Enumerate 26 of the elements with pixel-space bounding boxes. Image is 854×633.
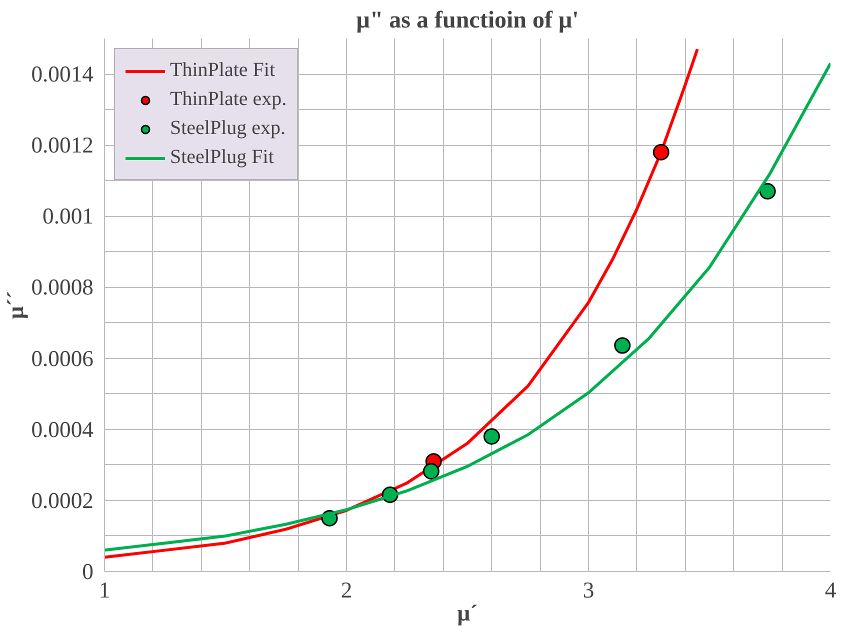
x-tick-label: 4 xyxy=(824,578,836,602)
y-axis-title: μ´´ xyxy=(3,291,28,319)
y-tick-label: 0.001 xyxy=(42,204,94,229)
y-tick-label: 0.0008 xyxy=(31,274,94,300)
y-tick-label: 0.0012 xyxy=(31,132,94,158)
legend-label: ThinPlate Fit xyxy=(170,59,275,82)
x-tick-label: 2 xyxy=(340,578,352,602)
y-tick-label: 0 xyxy=(82,559,94,584)
point xyxy=(422,463,440,480)
x-tick-label: 1 xyxy=(98,578,110,602)
point xyxy=(483,428,500,445)
x-tick-label: 3 xyxy=(582,578,594,602)
legend-label: SteelPlug exp. xyxy=(170,117,286,140)
line-series xyxy=(104,48,699,559)
legend-label: ThinPlate exp. xyxy=(170,88,287,111)
legend-label: SteelPlug Fit xyxy=(170,146,274,169)
y-tick-label: 0.0006 xyxy=(31,346,94,371)
y-tick-label: 0.0002 xyxy=(31,488,94,513)
chart-title: μ" as a functioin of μ' xyxy=(356,8,579,34)
line-series xyxy=(104,62,830,552)
y-tick-label: 0.0004 xyxy=(31,416,94,442)
point xyxy=(614,337,631,354)
point xyxy=(759,183,776,200)
x-axis-title: μ´ xyxy=(457,600,478,626)
point xyxy=(652,144,670,160)
y-tick-label: 0.0014 xyxy=(31,62,94,87)
